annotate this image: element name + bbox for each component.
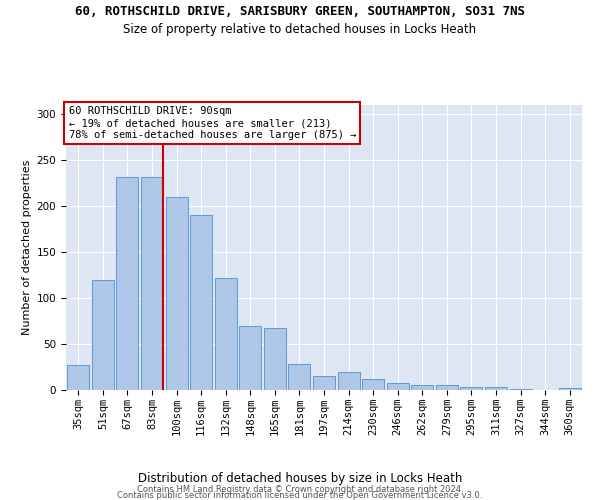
Y-axis label: Number of detached properties: Number of detached properties	[22, 160, 32, 335]
Text: 60 ROTHSCHILD DRIVE: 90sqm
← 19% of detached houses are smaller (213)
78% of sem: 60 ROTHSCHILD DRIVE: 90sqm ← 19% of deta…	[68, 106, 356, 140]
Bar	[386, 382, 409, 390]
Bar	[509, 389, 532, 390]
Bar	[460, 387, 482, 390]
Bar	[92, 280, 114, 390]
Bar	[67, 365, 89, 390]
Bar	[239, 326, 262, 390]
Text: Contains public sector information licensed under the Open Government Licence v3: Contains public sector information licen…	[118, 490, 482, 500]
Bar	[116, 176, 139, 390]
Bar	[190, 216, 212, 390]
Bar	[215, 278, 237, 390]
Bar	[338, 372, 359, 390]
Bar	[362, 379, 384, 390]
Text: 60, ROTHSCHILD DRIVE, SARISBURY GREEN, SOUTHAMPTON, SO31 7NS: 60, ROTHSCHILD DRIVE, SARISBURY GREEN, S…	[75, 5, 525, 18]
Bar	[264, 328, 286, 390]
Bar	[485, 387, 507, 390]
Text: Contains HM Land Registry data © Crown copyright and database right 2024.: Contains HM Land Registry data © Crown c…	[137, 484, 463, 494]
Text: Size of property relative to detached houses in Locks Heath: Size of property relative to detached ho…	[124, 22, 476, 36]
Bar	[289, 364, 310, 390]
Bar	[411, 386, 433, 390]
Text: Distribution of detached houses by size in Locks Heath: Distribution of detached houses by size …	[138, 472, 462, 485]
Bar	[166, 197, 188, 390]
Bar	[436, 386, 458, 390]
Bar	[141, 176, 163, 390]
Bar	[313, 376, 335, 390]
Bar	[559, 388, 581, 390]
